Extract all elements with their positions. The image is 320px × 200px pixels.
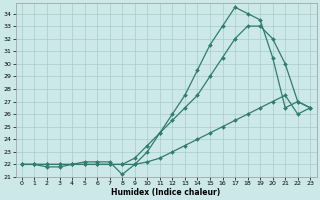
X-axis label: Humidex (Indice chaleur): Humidex (Indice chaleur) (111, 188, 221, 197)
